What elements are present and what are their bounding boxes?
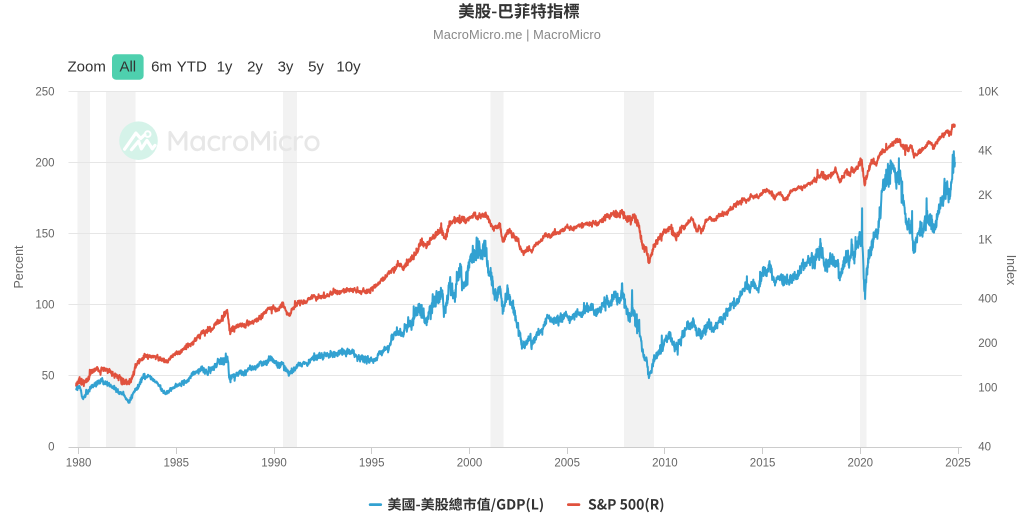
svg-text:YTD: YTD <box>177 59 207 76</box>
svg-text:40: 40 <box>978 442 991 454</box>
svg-text:2005: 2005 <box>554 458 580 470</box>
svg-text:400: 400 <box>978 294 997 306</box>
svg-text:4K: 4K <box>978 145 992 157</box>
svg-text:2015: 2015 <box>750 458 776 470</box>
svg-text:Percent: Percent <box>12 245 26 289</box>
svg-text:1y: 1y <box>217 59 233 76</box>
svg-text:1K: 1K <box>978 235 992 247</box>
svg-text:2y: 2y <box>247 59 263 76</box>
svg-text:50: 50 <box>42 371 55 383</box>
svg-text:2025: 2025 <box>945 458 971 470</box>
svg-text:5y: 5y <box>308 59 324 76</box>
svg-text:2020: 2020 <box>848 458 874 470</box>
svg-text:100: 100 <box>978 383 997 395</box>
svg-text:200: 200 <box>35 158 54 170</box>
svg-text:0: 0 <box>48 442 54 454</box>
svg-text:100: 100 <box>35 300 54 312</box>
svg-text:Zoom: Zoom <box>68 59 106 76</box>
svg-text:2010: 2010 <box>652 458 678 470</box>
svg-text:2000: 2000 <box>457 458 483 470</box>
svg-text:3y: 3y <box>278 59 294 76</box>
svg-text:1995: 1995 <box>359 458 385 470</box>
svg-text:6m: 6m <box>151 59 172 76</box>
svg-text:250: 250 <box>35 87 54 99</box>
svg-text:All: All <box>119 59 136 76</box>
svg-text:2K: 2K <box>978 190 992 202</box>
svg-text:1980: 1980 <box>66 458 92 470</box>
svg-text:1985: 1985 <box>164 458 190 470</box>
svg-text:150: 150 <box>35 229 54 241</box>
svg-text:200: 200 <box>978 338 997 350</box>
svg-text:10y: 10y <box>336 59 361 76</box>
svg-text:10K: 10K <box>978 87 999 99</box>
svg-text:Index: Index <box>1004 255 1018 286</box>
svg-text:MacroMicro.me | MacroMicro: MacroMicro.me | MacroMicro <box>433 27 601 42</box>
svg-text:1990: 1990 <box>261 458 287 470</box>
